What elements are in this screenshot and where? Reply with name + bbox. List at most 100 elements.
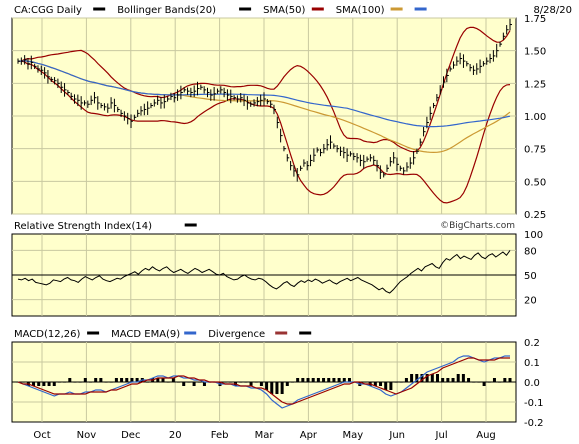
macd-y-tick-label: 0.0	[524, 378, 540, 389]
bollinger-lower	[18, 60, 511, 204]
divergence-bar	[192, 382, 196, 386]
x-axis: Oct Nov Dec 20 Feb Mar Apr May Jun Jul Aug	[33, 430, 495, 441]
divergence-bar	[280, 382, 284, 394]
x-tick-label: Mar	[255, 430, 275, 441]
rsi-series	[17, 250, 511, 294]
divergence-bar	[503, 378, 507, 382]
divergence-bar	[347, 378, 351, 382]
rsi-y-tick-label: 20	[524, 296, 537, 307]
legend-label: Bollinger Bands(20)	[117, 5, 216, 16]
divergence-bar	[482, 382, 486, 386]
divergence-bar	[327, 378, 331, 382]
x-tick-label: Apr	[300, 430, 318, 441]
divergence-bar	[467, 378, 471, 382]
divergence-bar	[161, 378, 165, 382]
divergence-bar	[270, 382, 274, 394]
price-y-tick-label: 0.50	[524, 177, 546, 188]
x-tick-label: May	[342, 430, 363, 441]
divergence-bar	[259, 382, 263, 386]
divergence-bar	[125, 378, 129, 382]
divergence-bar	[42, 382, 46, 386]
divergence-bar	[202, 382, 206, 386]
x-tick-label: Dec	[121, 430, 140, 441]
divergence-bar	[52, 382, 56, 386]
divergence-bar	[249, 382, 253, 386]
legend-label: SMA(100)	[336, 5, 385, 16]
divergence-bar	[461, 374, 465, 382]
divergence-bar	[301, 378, 305, 382]
legend-main: CA:CGG Daily Bollinger Bands(20) SMA(50) SM…	[14, 5, 427, 16]
divergence-bar	[492, 378, 496, 382]
divergence-bar	[99, 378, 103, 382]
divergence-bar	[156, 378, 160, 382]
divergence-bar	[311, 378, 315, 382]
price-y-axis: 0.25 0.50 0.75 1.00 1.25 1.50 1.75	[524, 14, 546, 221]
divergence-bar	[130, 378, 134, 382]
divergence-bar	[342, 378, 346, 382]
divergence-bar	[415, 374, 419, 382]
x-tick-label: Nov	[77, 430, 97, 441]
x-tick-label: Aug	[476, 430, 496, 441]
divergence-bar	[68, 378, 72, 382]
divergence-bar	[456, 374, 460, 382]
price-y-tick-label: 0.25	[524, 210, 546, 221]
divergence-bar	[410, 374, 414, 382]
x-tick-label: Jul	[435, 430, 448, 441]
legend-label: CA:CGG Daily	[14, 5, 82, 16]
macd-y-tick-label: -0.2	[524, 418, 544, 429]
divergence-bar	[451, 378, 455, 382]
divergence-bar	[83, 378, 87, 382]
legend-label: MACD(12,26)	[14, 329, 81, 340]
legend-label: Relative Strength Index(14)	[14, 221, 152, 232]
macd-ema-line	[17, 357, 510, 405]
legend-label: SMA(50)	[263, 5, 305, 16]
divergence-bar	[47, 382, 51, 386]
divergence-bar	[306, 378, 310, 382]
divergence-bar	[285, 382, 289, 386]
rsi-y-tick-label: 50	[524, 271, 537, 282]
divergence-bar	[384, 382, 388, 390]
legend-macd: MACD(12,26) MACD EMA(9) Divergence	[14, 329, 312, 340]
divergence-bar	[435, 374, 439, 382]
macd-y-tick-label: 0.2	[524, 338, 540, 349]
macd-y-axis: 0.2 0.1 0.0 -0.1 -0.2	[524, 338, 544, 429]
divergence-bar	[332, 378, 336, 382]
divergence-bar	[441, 378, 445, 382]
price-series	[17, 18, 512, 204]
price-y-tick-label: 1.75	[524, 14, 546, 25]
divergence-bar	[420, 374, 424, 382]
rsi-grid	[12, 234, 516, 316]
divergence-bar	[337, 378, 341, 382]
x-tick-label: Oct	[33, 430, 50, 441]
divergence-bar	[135, 378, 139, 382]
rsi-y-axis: 20 50 80 100	[524, 230, 543, 307]
divergence-bar	[430, 374, 434, 382]
divergence-bar	[379, 382, 383, 386]
divergence-bar	[316, 378, 320, 382]
x-tick-label: Feb	[211, 430, 229, 441]
watermark: ©BigCharts.com	[440, 221, 515, 231]
price-y-tick-label: 1.25	[524, 79, 546, 90]
divergence-bar	[265, 382, 269, 390]
divergence-bar	[373, 382, 377, 386]
macd-y-tick-label: -0.1	[524, 398, 544, 409]
divergence-bar	[120, 378, 124, 382]
divergence-bar	[404, 378, 408, 382]
date-label: 8/28/20	[533, 5, 572, 16]
legend-rsi: Relative Strength Index(14)	[14, 221, 197, 232]
rsi-y-tick-label: 80	[524, 246, 537, 257]
divergence-bar	[114, 378, 118, 382]
x-tick-label: 20	[169, 430, 182, 441]
price-y-tick-label: 1.00	[524, 112, 546, 123]
x-tick-label: Jun	[388, 430, 405, 441]
divergence-bar	[322, 378, 326, 382]
macd-line	[17, 355, 510, 409]
divergence-bar	[389, 382, 393, 390]
rsi-y-tick-label: 100	[524, 230, 543, 241]
divergence-bar	[171, 378, 175, 382]
price-y-tick-label: 1.50	[524, 47, 546, 58]
legend-label: Divergence	[208, 329, 265, 340]
divergence-bar	[37, 382, 41, 386]
